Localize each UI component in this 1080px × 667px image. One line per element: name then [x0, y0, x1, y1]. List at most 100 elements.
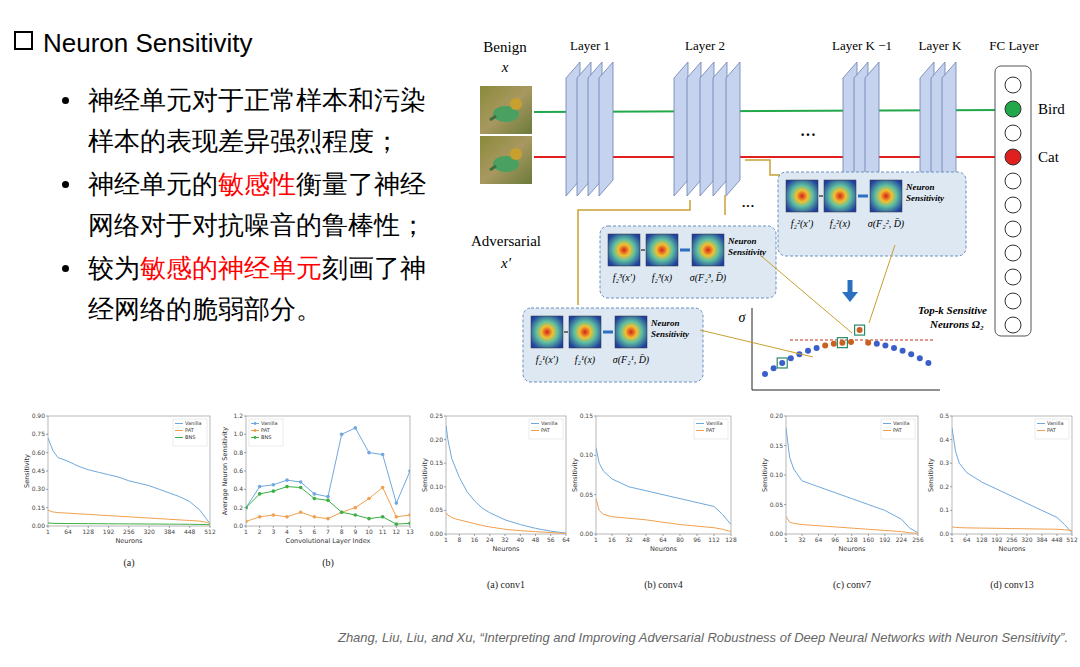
legend-swatch [251, 437, 259, 438]
series-line [446, 425, 566, 533]
legend-label: PAT [261, 427, 271, 433]
chart-caption: (c) conv7 [833, 579, 871, 591]
y-tick [950, 463, 952, 464]
plot-frame [596, 416, 731, 534]
series-marker [408, 513, 410, 517]
bullet-dot [62, 181, 69, 188]
x-tick-label: 12 [393, 528, 401, 535]
y-tick [46, 434, 48, 435]
heatmap [692, 234, 724, 266]
x-tick-label: 13 [406, 528, 414, 535]
bullet: 神经单元对于正常样本和污染样本的表现差异强烈程度； [60, 80, 438, 162]
y-axis-label: Sensitivity [23, 454, 31, 488]
slide-title: Neuron Sensitivity [14, 28, 253, 59]
x-tick-label: 64 [64, 528, 72, 535]
neuron-dot [865, 340, 871, 346]
x-tick-label: 4 [285, 528, 289, 535]
chart: 0.000.050.100.150.2013264961281601922242… [761, 412, 924, 591]
x-tick-label: 9 [353, 528, 357, 535]
neuron-dot [848, 339, 854, 345]
input-symbol: x′ [500, 255, 512, 271]
y-tick-label: 0.6 [233, 467, 243, 474]
legend-marker [254, 436, 257, 439]
input-image [480, 136, 532, 184]
dot-highlight [777, 358, 787, 368]
heatmap [531, 316, 563, 348]
x-axis-label: Neurons [999, 545, 1027, 553]
x-tick-label: 192 [879, 536, 891, 543]
y-tick-label: 0.30 [32, 485, 46, 492]
series-marker [326, 517, 330, 521]
fc-layer [995, 66, 1031, 336]
series-marker [326, 495, 330, 499]
term: σ(F₂², D̄) [868, 218, 905, 230]
neuron-dot [831, 341, 837, 347]
box-label: NeuronSensitivity [650, 318, 690, 339]
plot-axis-label: σ [739, 310, 747, 325]
x-tick-label: 192 [991, 536, 1003, 543]
y-tick-label: 0.10 [430, 483, 444, 490]
minus [819, 195, 823, 196]
box-label-line: Sensitivity [651, 329, 690, 339]
box-label-line: Neuron [650, 318, 680, 328]
connector [760, 255, 852, 333]
fc-neuron [1005, 77, 1021, 93]
fc-neuron [1005, 173, 1021, 189]
legend-label: PAT [893, 427, 903, 433]
fc-neuron [1005, 125, 1021, 141]
chart-caption: (a) conv1 [487, 579, 525, 591]
legend-label: Vanilla [706, 420, 723, 426]
term: σ(F₂³, D̄) [690, 272, 727, 284]
y-axis-label: Sensitivity [927, 458, 935, 492]
legend-box [249, 419, 283, 446]
series-group [786, 428, 918, 534]
y-tick-label: 0.60 [32, 449, 46, 456]
series-group [48, 438, 210, 525]
legend-label: Vanilla [185, 420, 202, 426]
series-line [48, 510, 210, 523]
fc-neuron [1005, 245, 1021, 261]
x-tick-label: 1 [784, 536, 788, 543]
y-tick [784, 416, 786, 417]
top-k-line: Top-k Sensitive [918, 304, 987, 316]
citation: Zhang, Liu, Liu, and Xu, “Interpreting a… [338, 630, 1068, 645]
y-tick-label: 0.05 [430, 506, 444, 513]
plot-frame [48, 416, 210, 526]
neuron-dot [805, 348, 811, 354]
y-tick-label: 0.2 [939, 483, 949, 490]
series-line [786, 428, 918, 533]
heatmap [646, 234, 678, 266]
chart: 0.00.10.20.30.40.51641281922563203844485… [927, 412, 1078, 591]
neuron-dot [822, 343, 828, 349]
legend-marker [254, 422, 257, 425]
legend-label: BNS [261, 434, 271, 440]
y-tick-label: 0.15 [430, 459, 444, 466]
plot-frame [786, 416, 918, 534]
x-tick-label: 256 [912, 536, 924, 543]
legend-box [694, 419, 728, 439]
x-axis-label: Convolutional Layer Index [286, 537, 371, 545]
series-marker [299, 486, 303, 490]
series-marker [272, 513, 276, 517]
y-tick-label: 0.8 [233, 449, 243, 456]
x-tick-label: 96 [831, 536, 839, 543]
y-tick-label: 0.2 [233, 504, 243, 511]
legend-label: PAT [706, 427, 716, 433]
term: f₂¹(x′) [536, 354, 559, 366]
chart: 0.000.050.100.150.200.251816243240485664… [421, 412, 570, 591]
series-marker [340, 433, 344, 437]
y-tick [950, 439, 952, 440]
x-tick-label: 40 [516, 536, 524, 543]
y-tick [950, 486, 952, 487]
x-tick-label: 11 [379, 528, 387, 535]
x-tick-label: 32 [798, 536, 806, 543]
x-tick-label: 160 [863, 536, 875, 543]
x-tick-label: 96 [693, 536, 701, 543]
series-marker [299, 510, 303, 514]
ellipsis: ··· [741, 198, 754, 213]
x-tick-label: 3 [271, 528, 275, 535]
x-tick-label: 1 [950, 536, 954, 543]
legend-swatch [883, 423, 891, 424]
y-axis-label: Sensitivity [761, 458, 769, 492]
class-label: Cat [1038, 149, 1060, 165]
